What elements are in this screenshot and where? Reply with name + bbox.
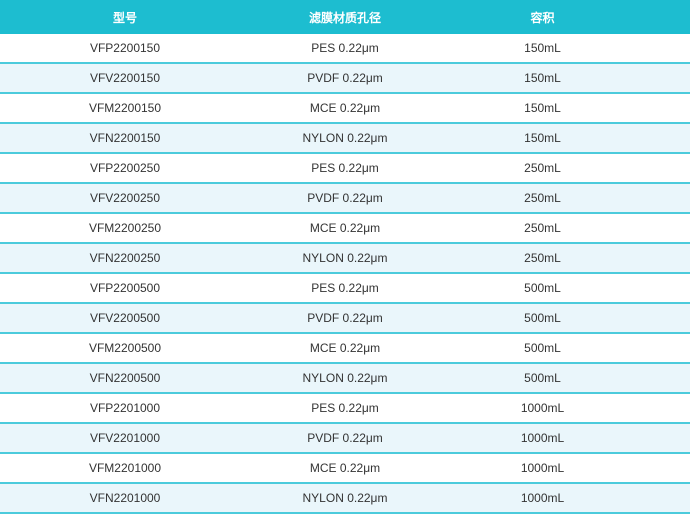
cell-membrane: MCE 0.22μm: [250, 333, 440, 364]
cell-model: VFV2200150: [0, 63, 250, 94]
cell-membrane: MCE 0.22μm: [250, 213, 440, 244]
table-row: VFP2201000 PES 0.22μm 1000mL: [0, 393, 690, 424]
header-model: 型号: [0, 0, 250, 34]
cell-volume: 250mL: [440, 213, 645, 244]
cell-spacer: [645, 123, 690, 154]
cell-membrane: PVDF 0.22μm: [250, 423, 440, 454]
cell-membrane: MCE 0.22μm: [250, 453, 440, 484]
cell-model: VFV2200250: [0, 183, 250, 214]
header-volume: 容积: [440, 0, 645, 34]
cell-spacer: [645, 453, 690, 484]
cell-model: VFN2200500: [0, 363, 250, 394]
cell-volume: 1000mL: [440, 423, 645, 454]
cell-model: VFM2200500: [0, 333, 250, 364]
table-row: VFV2200500 PVDF 0.22μm 500mL: [0, 303, 690, 334]
cell-volume: 500mL: [440, 333, 645, 364]
cell-membrane: PES 0.22μm: [250, 153, 440, 184]
cell-model: VFN2200150: [0, 123, 250, 154]
cell-membrane: PES 0.22μm: [250, 273, 440, 304]
cell-membrane: PVDF 0.22μm: [250, 303, 440, 334]
cell-volume: 1000mL: [440, 483, 645, 514]
table-row: VFM2200150 MCE 0.22μm 150mL: [0, 93, 690, 124]
cell-membrane: PES 0.22μm: [250, 393, 440, 424]
table-row: VFM2200250 MCE 0.22μm 250mL: [0, 213, 690, 244]
table-row: VFN2200250 NYLON 0.22μm 250mL: [0, 243, 690, 274]
cell-model: VFP2201000: [0, 393, 250, 424]
cell-membrane: MCE 0.22μm: [250, 93, 440, 124]
cell-spacer: [645, 393, 690, 424]
cell-model: VFV2201000: [0, 423, 250, 454]
table-row: VFN2201000 NYLON 0.22μm 1000mL: [0, 483, 690, 514]
cell-volume: 1000mL: [440, 453, 645, 484]
table-row: VFM2200500 MCE 0.22μm 500mL: [0, 333, 690, 364]
cell-model: VFM2201000: [0, 453, 250, 484]
table-row: VFP2200500 PES 0.22μm 500mL: [0, 273, 690, 304]
table-row: VFM2201000 MCE 0.22μm 1000mL: [0, 453, 690, 484]
table-row: VFV2201000 PVDF 0.22μm 1000mL: [0, 423, 690, 454]
cell-membrane: NYLON 0.22μm: [250, 243, 440, 274]
cell-membrane: PVDF 0.22μm: [250, 63, 440, 94]
table-row: VFP2200150 PES 0.22μm 150mL: [0, 34, 690, 64]
cell-spacer: [645, 243, 690, 274]
cell-model: VFN2200250: [0, 243, 250, 274]
cell-spacer: [645, 423, 690, 454]
cell-volume: 1000mL: [440, 393, 645, 424]
cell-membrane: PES 0.22μm: [250, 34, 440, 64]
cell-spacer: [645, 213, 690, 244]
cell-membrane: NYLON 0.22μm: [250, 123, 440, 154]
cell-spacer: [645, 153, 690, 184]
table-row: VFN2200500 NYLON 0.22μm 500mL: [0, 363, 690, 394]
cell-spacer: [645, 363, 690, 394]
cell-model: VFP2200500: [0, 273, 250, 304]
cell-spacer: [645, 333, 690, 364]
cell-model: VFM2200250: [0, 213, 250, 244]
cell-volume: 150mL: [440, 123, 645, 154]
cell-volume: 250mL: [440, 243, 645, 274]
cell-model: VFV2200500: [0, 303, 250, 334]
cell-spacer: [645, 303, 690, 334]
cell-volume: 250mL: [440, 153, 645, 184]
table-row: VFV2200150 PVDF 0.22μm 150mL: [0, 63, 690, 94]
header-spacer: [645, 0, 690, 34]
cell-spacer: [645, 34, 690, 64]
table-row: VFV2200250 PVDF 0.22μm 250mL: [0, 183, 690, 214]
cell-model: VFN2201000: [0, 483, 250, 514]
cell-model: VFP2200250: [0, 153, 250, 184]
header-row: 型号 滤膜材质孔径 容积: [0, 0, 690, 34]
cell-spacer: [645, 273, 690, 304]
cell-spacer: [645, 483, 690, 514]
header-membrane: 滤膜材质孔径: [250, 0, 440, 34]
cell-volume: 500mL: [440, 303, 645, 334]
cell-volume: 150mL: [440, 93, 645, 124]
cell-volume: 500mL: [440, 273, 645, 304]
cell-spacer: [645, 183, 690, 214]
cell-membrane: PVDF 0.22μm: [250, 183, 440, 214]
cell-membrane: NYLON 0.22μm: [250, 483, 440, 514]
table-row: VFN2200150 NYLON 0.22μm 150mL: [0, 123, 690, 154]
cell-spacer: [645, 93, 690, 124]
cell-membrane: NYLON 0.22μm: [250, 363, 440, 394]
cell-volume: 150mL: [440, 34, 645, 64]
cell-model: VFP2200150: [0, 34, 250, 64]
cell-volume: 150mL: [440, 63, 645, 94]
cell-volume: 250mL: [440, 183, 645, 214]
cell-volume: 500mL: [440, 363, 645, 394]
cell-spacer: [645, 63, 690, 94]
table-row: VFP2200250 PES 0.22μm 250mL: [0, 153, 690, 184]
cell-model: VFM2200150: [0, 93, 250, 124]
